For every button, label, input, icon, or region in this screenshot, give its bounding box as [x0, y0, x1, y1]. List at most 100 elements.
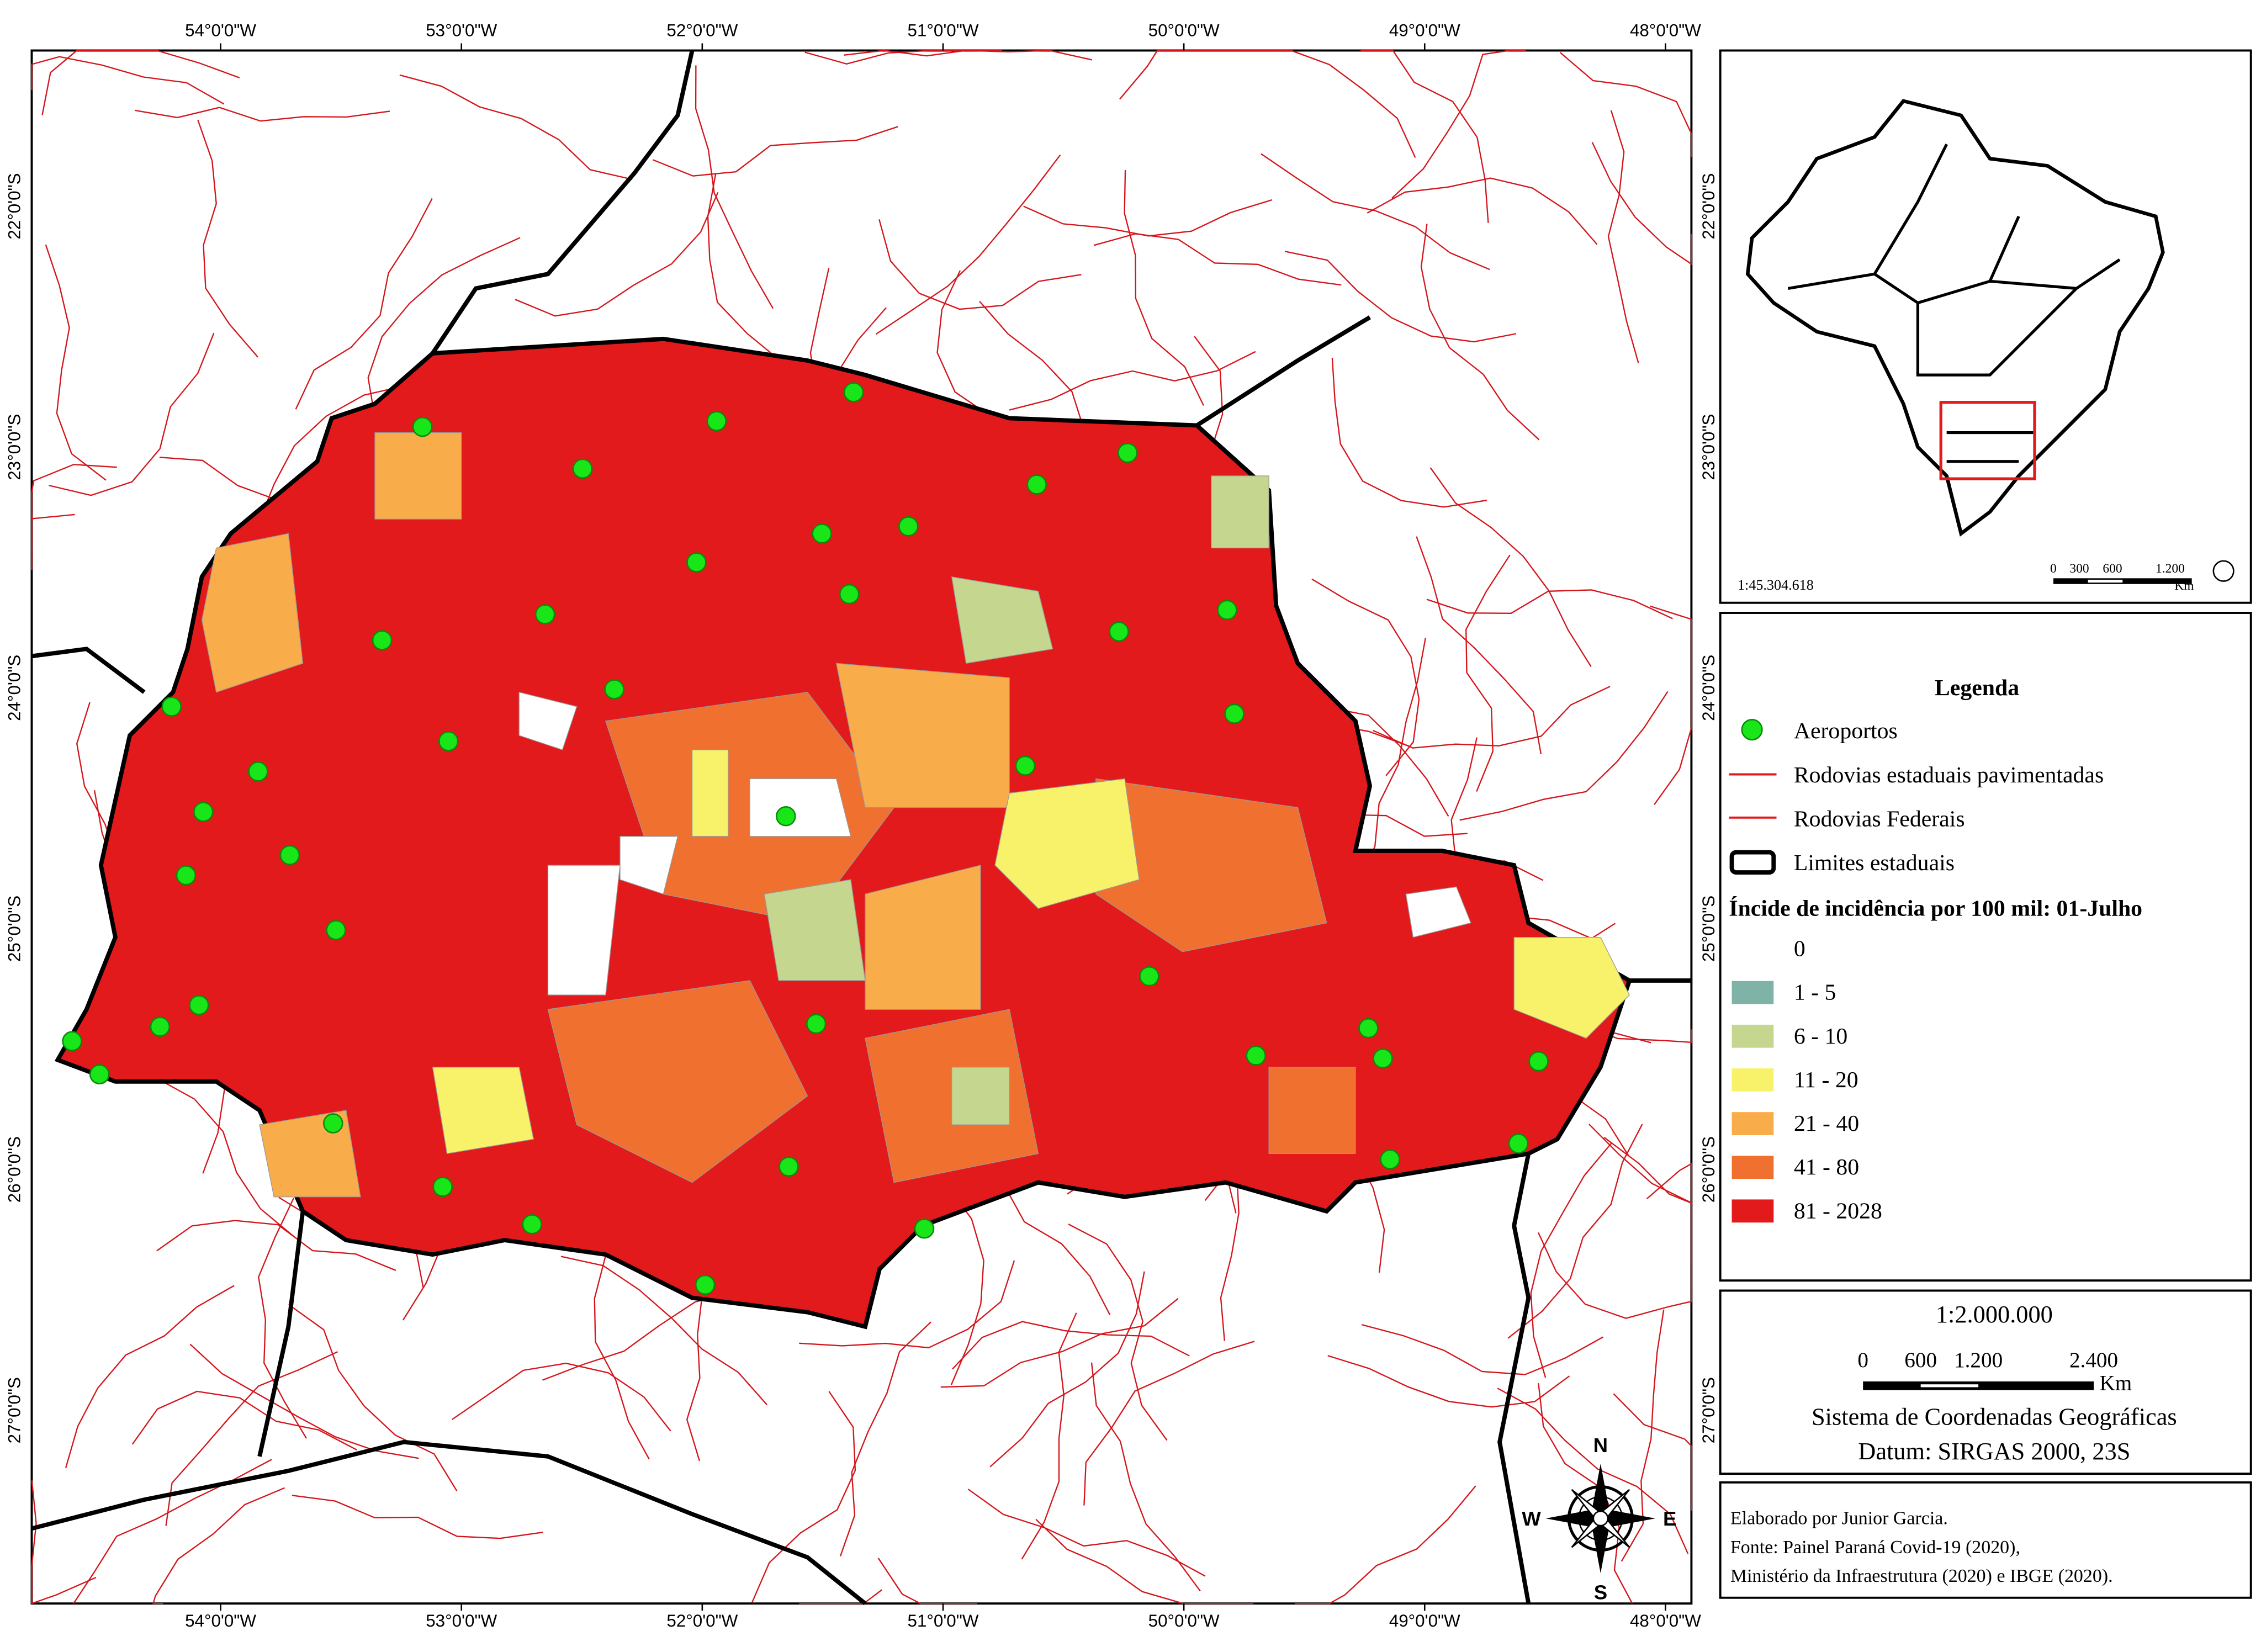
latitude-label: 25°0'0"S: [1699, 896, 1718, 962]
incidence-areas: [201, 432, 1630, 1198]
longitude-label: 51°0'0"W: [908, 20, 979, 40]
compass-n: N: [1593, 1434, 1608, 1457]
inset-map: 1:45.304.618 0 300 600 1.200 Km: [1719, 49, 2252, 604]
road: [1294, 1485, 1476, 1605]
airport: [248, 761, 268, 782]
road: [134, 107, 390, 122]
credits-frame: [1719, 1481, 2252, 1599]
longitude-label: 53°0'0"W: [426, 1611, 497, 1630]
airport: [1528, 1051, 1549, 1072]
incidence-area: [518, 691, 578, 750]
road: [1090, 1362, 1201, 1592]
road: [1284, 251, 1517, 343]
road: [41, 50, 240, 115]
inset-extent: [1939, 401, 2036, 480]
airport: [898, 516, 919, 537]
incidence-area: [1405, 886, 1471, 938]
scalebar-label: 2.400: [2069, 1348, 2118, 1372]
incidence-area: [1513, 936, 1630, 1039]
longitude-label: 49°0'0"W: [1389, 1611, 1460, 1630]
datum: Datum: SIRGAS 2000, 23S: [1858, 1437, 2130, 1465]
road: [515, 192, 719, 317]
airport: [438, 731, 459, 751]
road: [1311, 578, 1420, 776]
road: [452, 1362, 671, 1432]
road: [399, 74, 633, 181]
inset-compass: [2212, 560, 2234, 582]
airport: [1224, 703, 1245, 724]
road: [875, 154, 1061, 335]
road: [288, 1304, 458, 1491]
airport: [1026, 474, 1047, 495]
road: [952, 1321, 1190, 1370]
road: [1650, 605, 1692, 806]
longitude-label: 50°0'0"W: [1148, 20, 1220, 40]
incidence-area: [259, 1110, 361, 1198]
longitude-label: 54°0'0"W: [185, 1611, 256, 1630]
credits: Elaborado por Junior Garcia. Fonte: Pain…: [1719, 1481, 2252, 1599]
road: [1327, 1355, 1570, 1408]
legend-swatch: [1732, 1024, 1774, 1048]
airport: [776, 806, 796, 827]
incidence-area: [547, 865, 621, 996]
legend-class: 1 - 5: [1794, 980, 1836, 1005]
road: [165, 1351, 338, 1526]
inset-scalebar-label: 1.200: [2156, 562, 2185, 576]
airport: [326, 920, 346, 940]
compass-s: S: [1594, 1581, 1607, 1603]
longitude-label: 50°0'0"W: [1148, 1611, 1220, 1630]
airport: [806, 1014, 827, 1034]
incidence-area: [951, 1067, 1010, 1125]
credit-line: Ministério da Infraestrutura (2020) e IB…: [1730, 1566, 2113, 1586]
legend-class: 21 - 40: [1794, 1111, 1859, 1136]
road: [49, 332, 215, 496]
latitude-label: 26°0'0"S: [5, 1136, 24, 1203]
road: [1607, 110, 1639, 363]
road: [1426, 589, 1673, 620]
airport: [372, 630, 393, 650]
airport: [1373, 1048, 1393, 1069]
road: [258, 1198, 307, 1439]
road: [967, 1489, 1206, 1577]
airport: [1117, 442, 1138, 463]
airport: [1139, 966, 1159, 987]
road: [1035, 1518, 1254, 1605]
incidence-area: [1268, 1067, 1356, 1155]
airport: [1217, 600, 1237, 621]
latitude-label: 22°0'0"S: [1699, 173, 1718, 239]
inset-scalebar-gap: [2088, 579, 2123, 583]
airport: [1246, 1045, 1266, 1066]
road: [1261, 153, 1490, 271]
legend-class: 41 - 80: [1794, 1155, 1859, 1180]
legend-item: Rodovias Federais: [1794, 807, 1965, 832]
road: [1621, 1309, 1665, 1562]
road: [1591, 142, 1692, 266]
road: [1429, 467, 1592, 668]
road: [152, 1487, 285, 1605]
road: [292, 1495, 543, 1539]
road: [1331, 357, 1487, 508]
legend-classes-title: Íncide de incidência por 100 mil: 01-Jul…: [1729, 895, 2142, 921]
legend-swatch: [1732, 1199, 1774, 1223]
road: [45, 244, 107, 481]
incidence-area: [201, 533, 304, 693]
credit-line: Fonte: Painel Paraná Covid-19 (2020),: [1730, 1537, 2020, 1558]
inset-scalebar-unit: Km: [2174, 579, 2194, 593]
latitude-label: 27°0'0"S: [1699, 1377, 1718, 1443]
scalebar-label: 600: [1904, 1348, 1937, 1372]
road: [1530, 1142, 1613, 1378]
airport: [161, 696, 182, 717]
legend-title: Legenda: [1935, 675, 2019, 701]
latitude-label: 26°0'0"S: [1699, 1136, 1718, 1203]
frame-labels: 54°0'0"W 53°0'0"W 52°0'0"W 51°0'0"W 50°0'0"W…: [5, 20, 1719, 1630]
road: [1416, 536, 1542, 755]
inset-state-lines: [1787, 144, 2121, 463]
airport: [839, 584, 860, 605]
road: [1559, 52, 1692, 157]
scalebar-label: 1.200: [1954, 1348, 2003, 1372]
road: [799, 1260, 1015, 1349]
state-boundaries: [31, 50, 1692, 1606]
incidence-area: [691, 749, 729, 837]
airport: [604, 679, 624, 700]
scalebar-gap: [1920, 1384, 1979, 1388]
